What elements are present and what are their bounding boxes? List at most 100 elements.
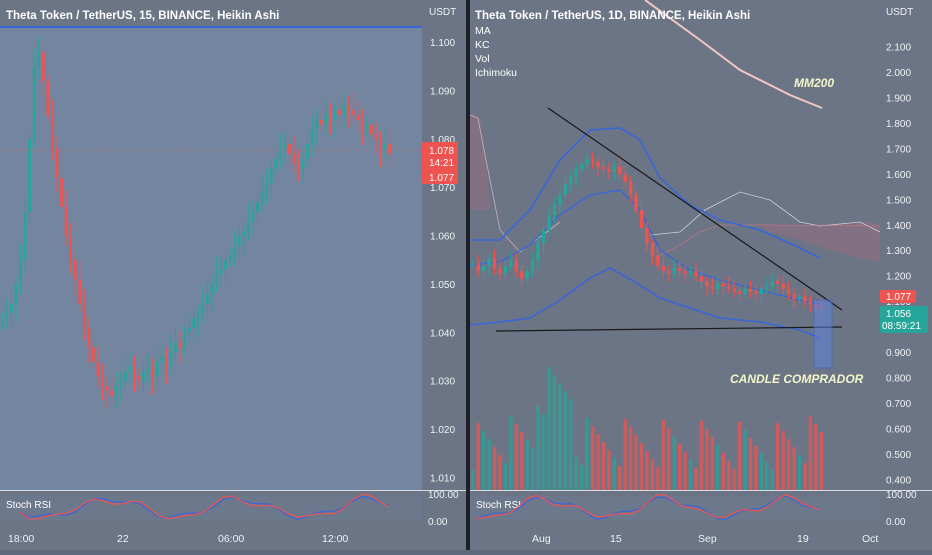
right-candle-1 <box>476 263 480 272</box>
left-price-tick-1: 1.090 <box>430 86 455 97</box>
right-time-axis[interactable]: Aug 15 Sep 19 Oct <box>532 533 878 545</box>
right-volume-bar-38 <box>678 444 682 490</box>
right-price-tick-3: 1.800 <box>886 119 911 130</box>
left-candle-13 <box>60 178 63 207</box>
right-volume-bar-5 <box>498 455 502 490</box>
left-candle-61 <box>278 148 282 159</box>
right-volume-bar-4 <box>492 447 497 490</box>
indicator-kc[interactable]: KC <box>475 39 490 51</box>
right-indicator-legend[interactable]: MA KC Vol Ichimoku <box>475 25 517 79</box>
indicator-vol[interactable]: Vol <box>475 53 490 65</box>
right-candle-32 <box>645 227 649 244</box>
left-price-axis[interactable]: 1.100 1.090 1.080 1.070 1.060 1.050 1.040 1.030… <box>430 38 455 484</box>
descending-trendline[interactable] <box>547 107 843 311</box>
right-volume-bar-26 <box>612 458 616 490</box>
right-volume-bar-8 <box>514 424 518 490</box>
left-pane-background <box>0 26 422 491</box>
pane-divider[interactable] <box>466 0 470 550</box>
left-price-tick-5: 1.050 <box>430 280 455 291</box>
left-candle-23 <box>105 386 109 391</box>
left-candle-19 <box>87 327 91 348</box>
left-candle-56 <box>256 202 259 212</box>
right-stoch-pane: Stoch RSI 100.00 0.00 <box>470 490 917 528</box>
candle-highlight-box[interactable] <box>813 299 833 369</box>
left-time-axis[interactable]: 18:00 22 06:00 12:00 <box>8 533 348 545</box>
right-candle-37 <box>672 268 676 274</box>
right-stoch-d-line <box>475 494 821 519</box>
right-chart-title[interactable]: Theta Token / TetherUS, 1D, BINANCE, Hei… <box>475 10 750 22</box>
left-candle-16 <box>73 260 77 280</box>
left-candle-15 <box>69 236 72 261</box>
left-stoch-label[interactable]: Stoch RSI <box>6 500 51 511</box>
right-candle-60 <box>797 296 802 299</box>
left-price-tick-4: 1.060 <box>430 232 455 243</box>
left-candle-22 <box>101 376 104 386</box>
left-last-badge: 1.077 <box>422 171 458 184</box>
indicator-ichimoku[interactable]: Ichimoku <box>475 67 517 79</box>
right-candle-58 <box>786 288 791 294</box>
left-candle-76 <box>347 105 351 111</box>
right-price-tick-7: 1.400 <box>886 221 911 232</box>
right-candle-12 <box>536 243 540 261</box>
right-volume-bar-3 <box>487 439 491 490</box>
right-candle-14 <box>547 215 551 231</box>
left-unit-label: USDT <box>429 7 456 18</box>
right-price-tick-6: 1.500 <box>886 195 911 206</box>
right-last-badge-countdown: 08:59:21 <box>882 321 921 332</box>
left-price-tick-2: 1.080 <box>430 135 455 146</box>
right-candle-3 <box>487 258 491 266</box>
right-price-tick-13: 0.800 <box>886 374 911 385</box>
left-candle-30 <box>137 376 141 382</box>
right-stoch-tick-0: 0.00 <box>886 517 906 528</box>
left-candle-71 <box>324 115 328 125</box>
left-candle-44 <box>201 303 205 314</box>
left-candle-83 <box>379 139 382 149</box>
left-candle-51 <box>233 245 237 256</box>
left-last-badge-bg <box>422 171 458 184</box>
ma200-annotation[interactable]: MM200 <box>794 76 834 90</box>
left-candle-11 <box>51 115 54 149</box>
left-candle-69 <box>315 119 319 130</box>
left-candle-24 <box>110 390 114 396</box>
left-candle-50 <box>228 255 232 261</box>
right-candle-54 <box>765 286 769 289</box>
right-candle-21 <box>585 159 589 165</box>
kc-lower <box>469 267 821 339</box>
horizontal-support-line[interactable] <box>495 326 843 332</box>
right-candle-30 <box>634 194 638 210</box>
trendlines[interactable] <box>495 107 843 332</box>
right-volume-bar-12 <box>536 406 540 490</box>
left-last-badge-price: 1.077 <box>429 173 454 184</box>
left-candle-28 <box>128 366 132 372</box>
right-volume-bar-29 <box>629 427 633 490</box>
right-stoch-label[interactable]: Stoch RSI <box>476 500 521 511</box>
left-stoch-pane: Stoch RSI 100.00 0.00 <box>0 490 459 528</box>
right-volume-bar-13 <box>541 414 546 490</box>
left-candle-6 <box>28 139 31 212</box>
left-candle-25 <box>114 386 118 396</box>
left-candle-0 <box>0 318 4 324</box>
ichimoku-cloud-right <box>760 222 880 262</box>
left-candle-52 <box>237 236 241 246</box>
left-candle-85 <box>388 144 392 154</box>
indicator-ma[interactable]: MA <box>475 25 491 37</box>
left-chart-title[interactable]: Theta Token / TetherUS, 15, BINANCE, Hei… <box>6 10 279 22</box>
candle-comprador-annotation[interactable]: CANDLE COMPRADOR <box>730 372 864 386</box>
right-volume-bar-50 <box>743 430 747 490</box>
right-candle-6 <box>503 266 508 274</box>
left-candle-77 <box>351 110 355 115</box>
left-candle-59 <box>269 168 273 183</box>
left-stoch-d-line <box>19 493 391 520</box>
right-candle-39 <box>683 271 687 274</box>
left-candle-63 <box>288 144 291 154</box>
left-candle-82 <box>374 134 378 140</box>
right-candle-28 <box>623 174 627 182</box>
left-candle-40 <box>183 332 186 348</box>
right-candle-33 <box>650 243 655 256</box>
right-candle-15 <box>552 204 557 216</box>
right-candle-40 <box>688 271 693 274</box>
left-candle-74 <box>338 110 341 115</box>
left-candle-21 <box>96 361 100 377</box>
left-candle-32 <box>146 366 150 372</box>
left-candle-5 <box>23 211 27 261</box>
